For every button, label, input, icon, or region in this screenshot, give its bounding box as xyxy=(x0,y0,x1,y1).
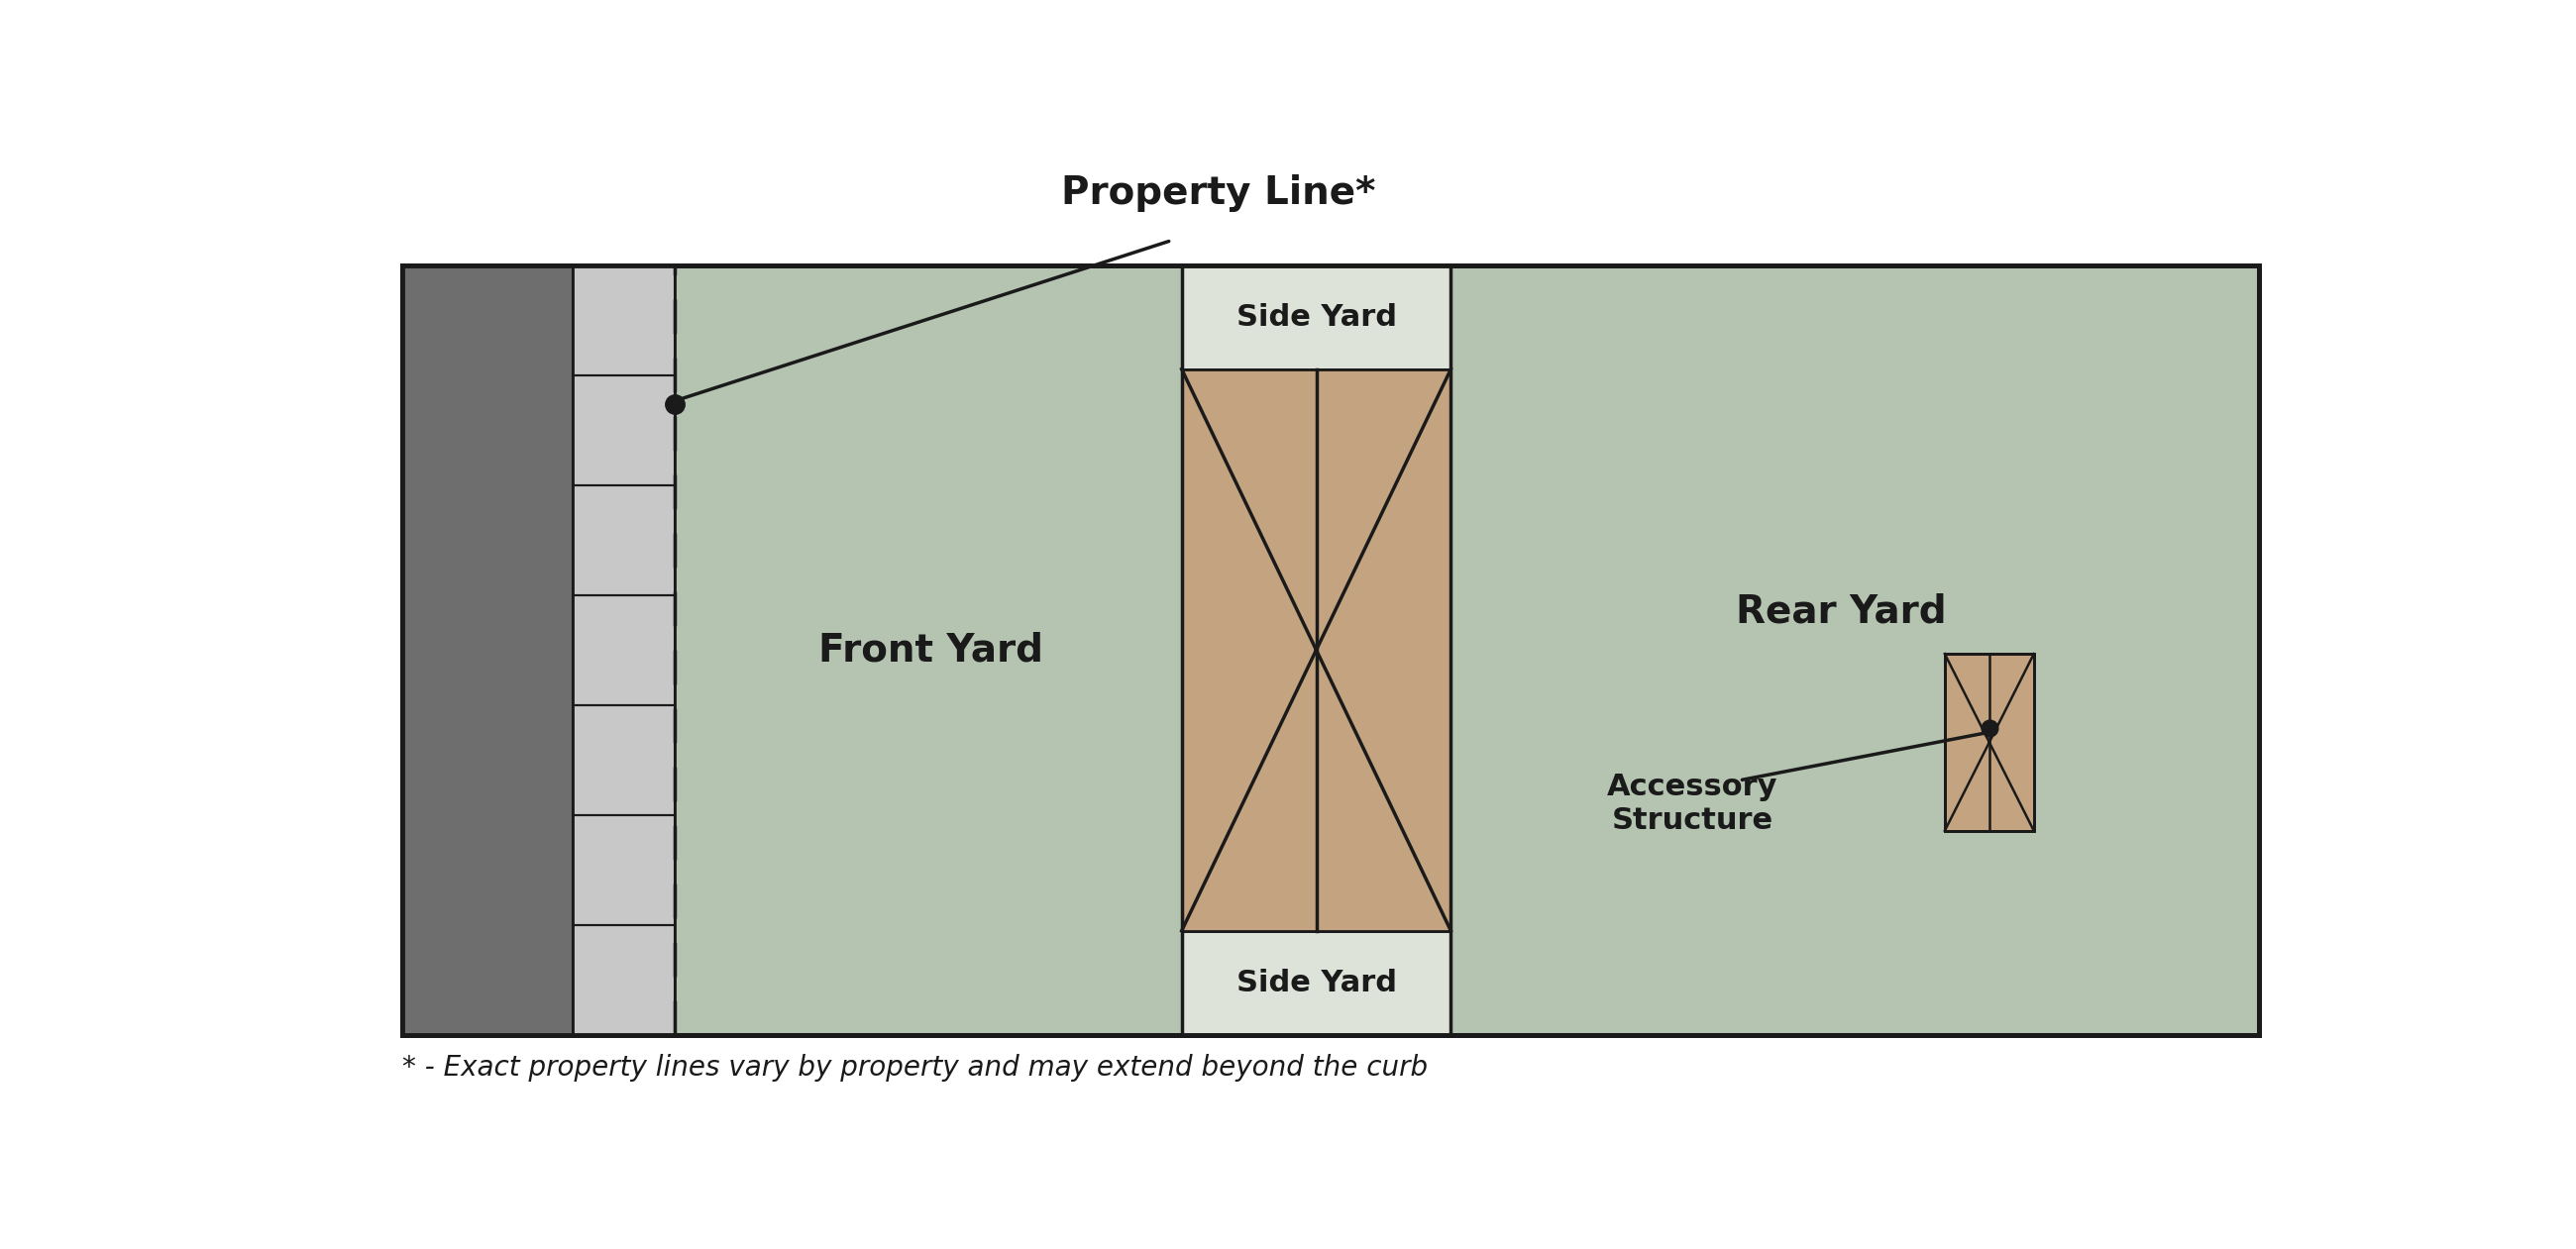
Bar xyxy=(1182,931,1450,1034)
Bar xyxy=(572,595,675,704)
Bar xyxy=(572,375,675,485)
Bar xyxy=(1182,370,1450,931)
Bar xyxy=(572,265,675,1034)
Bar xyxy=(1182,265,1450,1034)
Bar xyxy=(572,485,675,595)
Text: Side Yard: Side Yard xyxy=(1236,302,1396,331)
Text: Rear Yard: Rear Yard xyxy=(1736,593,1945,631)
Bar xyxy=(572,265,675,375)
Text: Accessory
Structure: Accessory Structure xyxy=(1607,773,1777,834)
Bar xyxy=(572,704,675,814)
Text: Front Yard: Front Yard xyxy=(819,631,1043,668)
Bar xyxy=(572,924,675,1034)
Bar xyxy=(1945,653,2035,831)
Bar xyxy=(402,265,2259,1034)
Text: Property Line*: Property Line* xyxy=(1061,175,1376,212)
Text: Side Yard: Side Yard xyxy=(1236,968,1396,997)
Bar xyxy=(572,814,675,924)
Text: * - Exact property lines vary by property and may extend beyond the curb: * - Exact property lines vary by propert… xyxy=(402,1054,1427,1082)
Bar xyxy=(402,265,572,1034)
Bar xyxy=(1945,653,2035,831)
Bar xyxy=(1182,265,1450,370)
Bar xyxy=(402,265,2259,1034)
